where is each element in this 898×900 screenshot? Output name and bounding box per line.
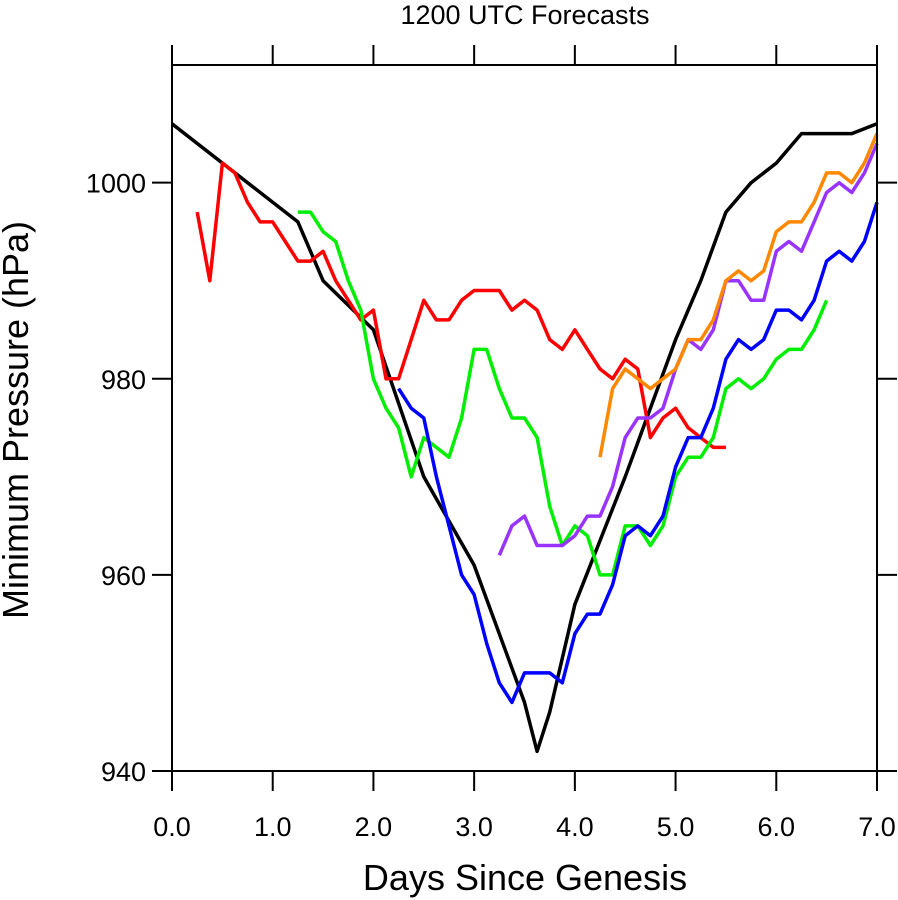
x-tick-label: 6.0 xyxy=(758,812,796,842)
series-line-2 xyxy=(195,161,726,450)
plot-frame xyxy=(171,64,878,772)
x-tick-label: 0.0 xyxy=(153,812,191,842)
y-tick-label: 1000 xyxy=(86,169,146,199)
y-tick-label: 980 xyxy=(101,365,146,395)
x-tick-label: 2.0 xyxy=(355,812,393,842)
series-line-3 xyxy=(297,210,829,577)
chart-title: 1200 UTC Forecasts xyxy=(400,0,649,30)
y-tick-label: 940 xyxy=(101,757,146,787)
series-line-5 xyxy=(497,142,879,556)
x-tick-label: 5.0 xyxy=(657,812,695,842)
y-tick-label: 960 xyxy=(101,561,146,591)
x-tick-label: 1.0 xyxy=(254,812,292,842)
x-axis-label: Days Since Genesis xyxy=(363,857,687,898)
series-line-1 xyxy=(170,122,878,754)
series-line-6 xyxy=(598,132,879,458)
x-tick-label: 4.0 xyxy=(556,812,594,842)
series-line-4 xyxy=(397,201,879,705)
x-tick-label: 7.0 xyxy=(858,812,896,842)
x-tick-label: 3.0 xyxy=(455,812,493,842)
y-axis-label: Minimum Pressure (hPa) xyxy=(0,221,36,619)
